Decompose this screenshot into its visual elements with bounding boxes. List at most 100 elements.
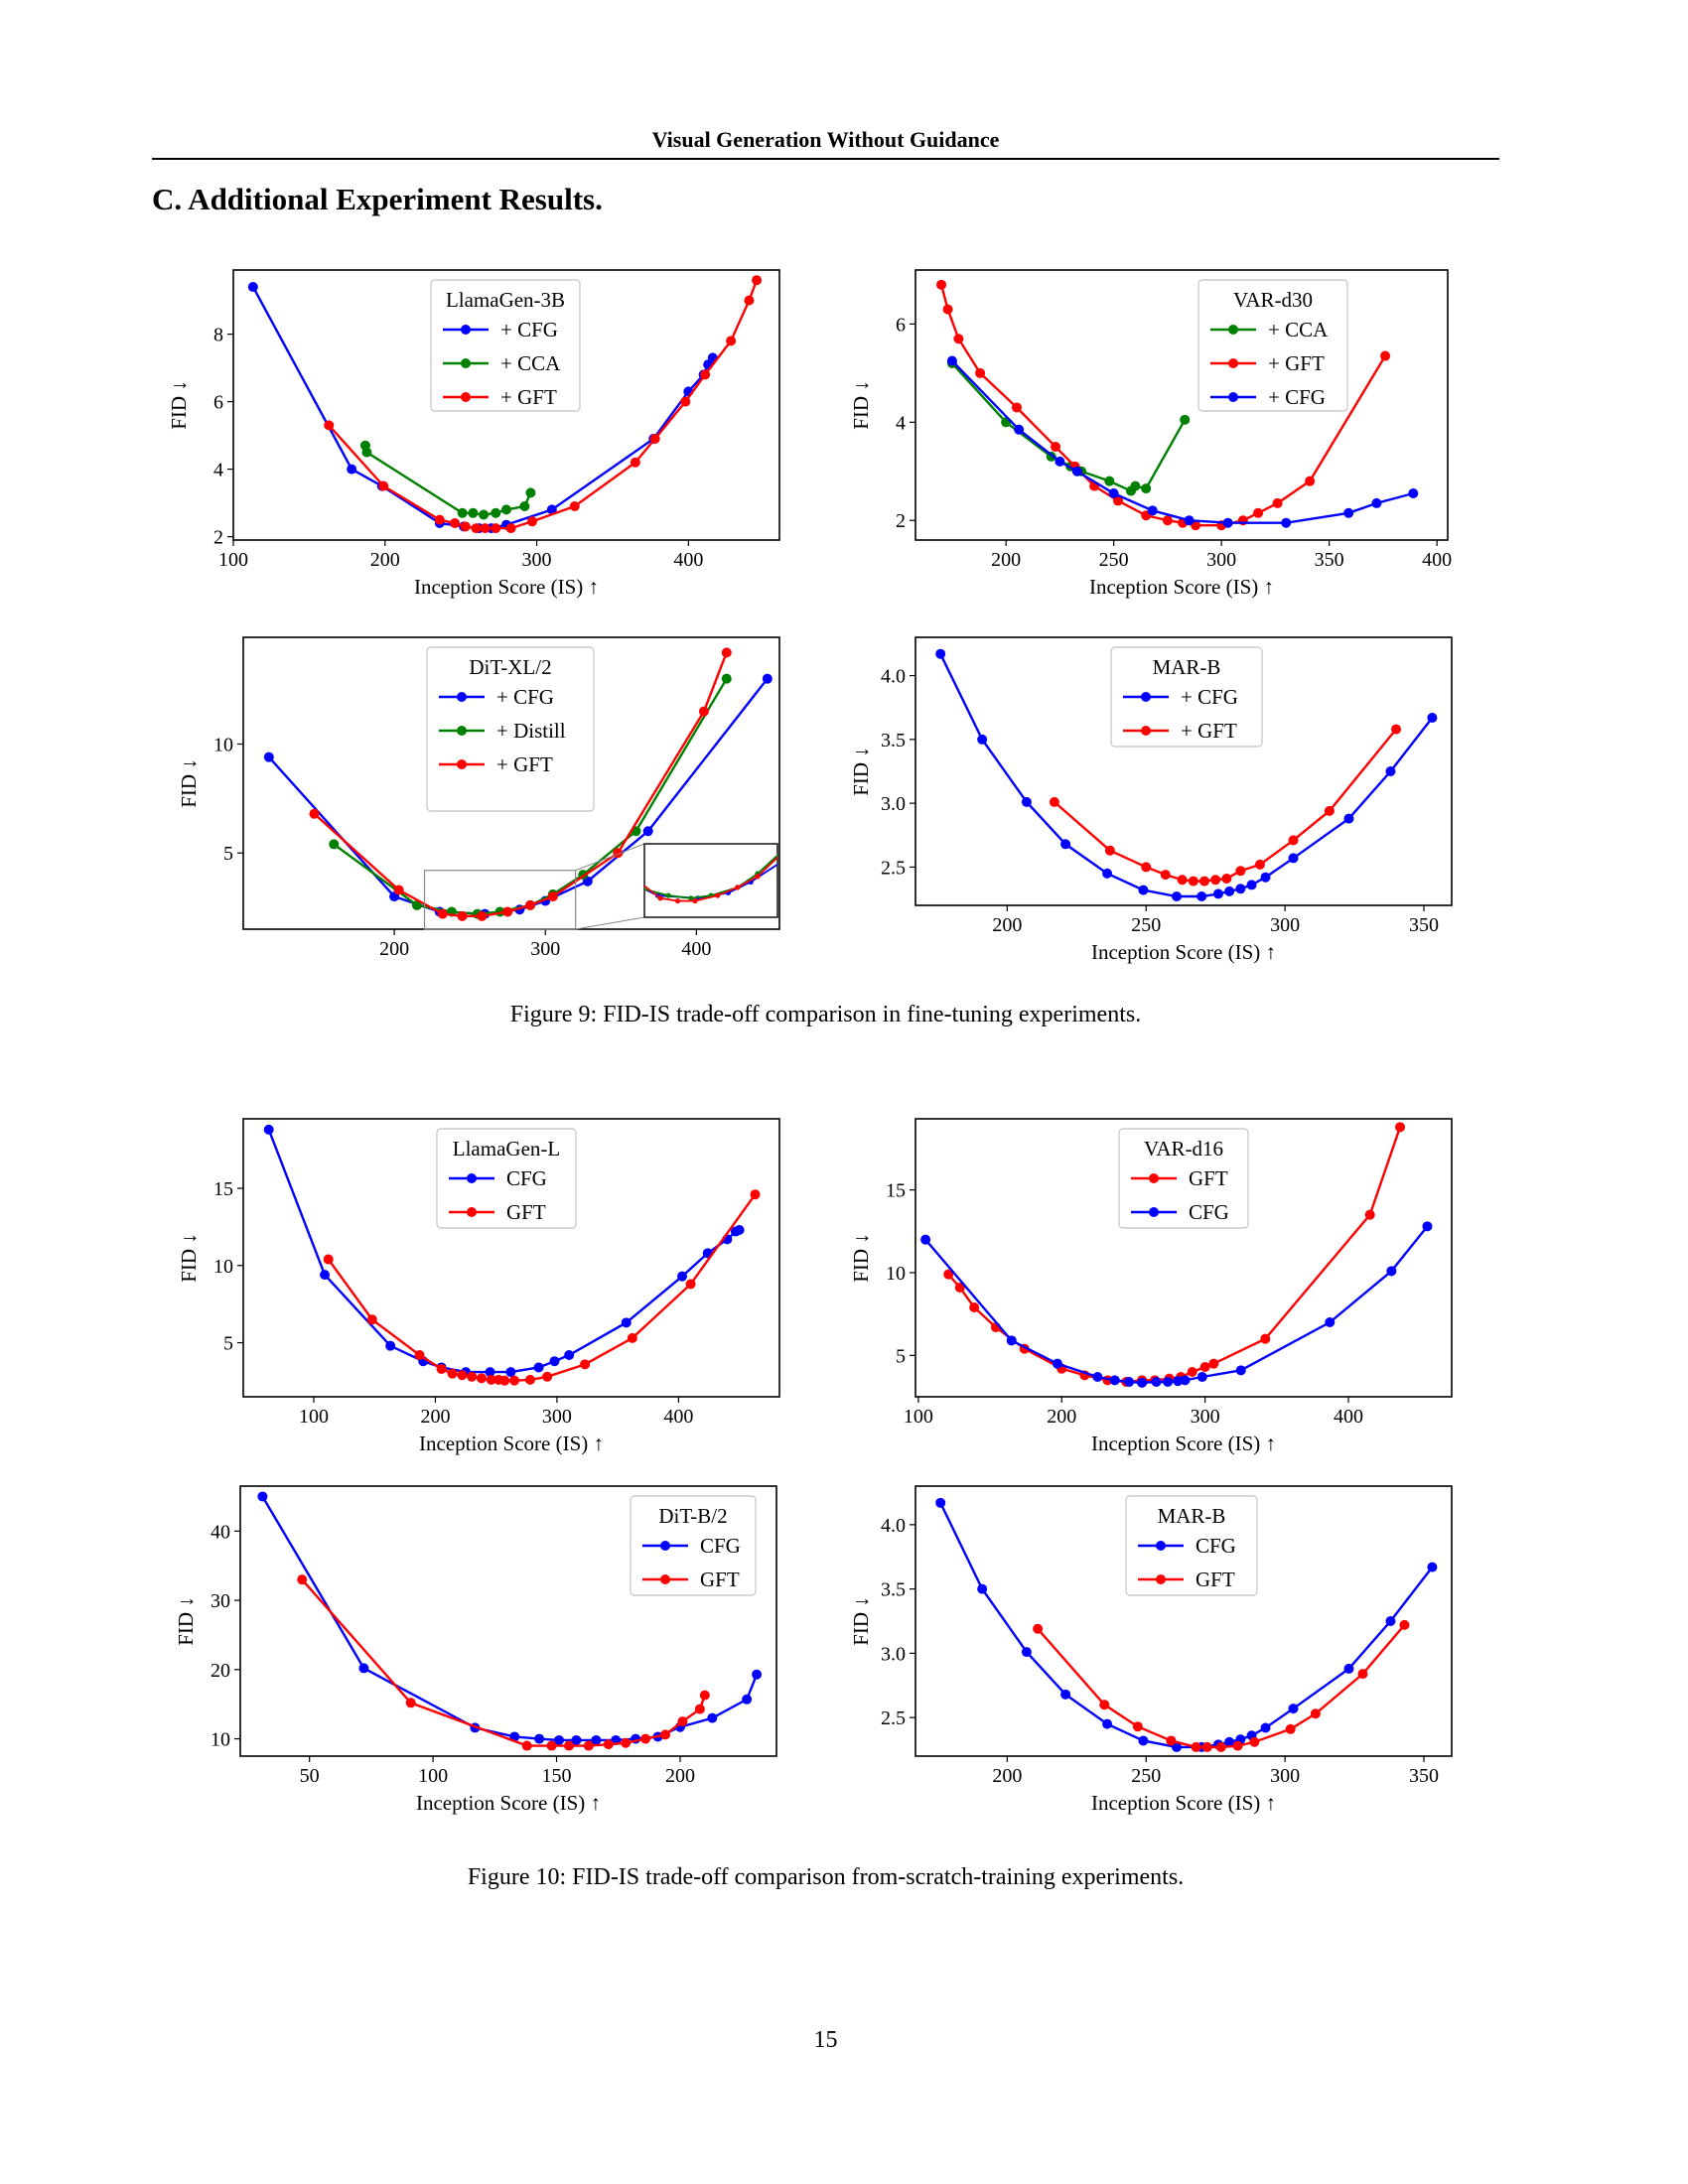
legend-label-gft: GFT xyxy=(506,1200,546,1224)
data-point xyxy=(1221,874,1232,884)
data-point xyxy=(975,367,986,378)
data-point xyxy=(1151,1377,1162,1387)
y-tick-label: 2.5 xyxy=(881,857,906,879)
x-tick-label: 400 xyxy=(673,549,703,571)
data-point xyxy=(1343,507,1354,518)
legend-swatch-marker xyxy=(461,358,471,368)
data-point xyxy=(1408,488,1419,499)
x-tick-label: 200 xyxy=(420,1406,450,1428)
data-point xyxy=(1246,880,1257,890)
data-point xyxy=(1325,1317,1336,1327)
data-point xyxy=(1201,1741,1212,1752)
data-point xyxy=(1235,866,1246,877)
data-point xyxy=(1188,876,1198,887)
data-point xyxy=(1386,1266,1397,1277)
section-title: C. Additional Experiment Results. xyxy=(152,182,603,216)
x-tick-label: 100 xyxy=(418,1765,448,1787)
y-axis-label: FID ↓ xyxy=(177,1233,201,1283)
legend-swatch-marker xyxy=(461,392,471,402)
y-tick-label: 10 xyxy=(213,735,233,756)
series-gft xyxy=(936,279,1391,531)
legend-box xyxy=(630,1495,757,1596)
legend-swatch-marker xyxy=(1149,1173,1159,1183)
data-point xyxy=(935,648,946,659)
data-point xyxy=(1130,480,1141,491)
data-point xyxy=(1222,517,1233,528)
chart-llamagen-3b: 100 200 300 400 2 4 6 8 Inception Score (IS) ↑ FI… xyxy=(167,269,780,599)
y-tick-label: 6 xyxy=(213,392,223,414)
legend-title: LlamaGen-3B xyxy=(446,288,565,312)
y-tick-label: 4.0 xyxy=(881,1515,906,1537)
y-tick-label: 2.5 xyxy=(881,1707,906,1729)
data-point xyxy=(1399,1619,1410,1630)
y-tick-label: 8 xyxy=(213,325,223,346)
data-point xyxy=(1006,1335,1017,1346)
data-point xyxy=(501,504,511,515)
data-point xyxy=(1260,1333,1271,1344)
data-point xyxy=(942,304,953,315)
legend-label-cfg: CFG xyxy=(1196,1534,1236,1558)
data-point xyxy=(750,1189,761,1200)
data-point xyxy=(1184,515,1195,526)
data-point xyxy=(1162,515,1173,526)
data-point xyxy=(621,1317,632,1328)
data-point xyxy=(546,1740,557,1751)
data-point xyxy=(977,1583,988,1594)
x-tick-label: 400 xyxy=(1422,549,1452,571)
y-tick-label: 3.5 xyxy=(881,730,906,751)
data-point xyxy=(563,1740,574,1751)
data-point xyxy=(533,1362,544,1373)
legend-box xyxy=(1197,279,1348,412)
chart-var-d30: 200 250 300 350 400 2 4 6 Inception Score (IS) ↑… xyxy=(849,269,1452,599)
data-point xyxy=(1232,1740,1243,1751)
x-tick-label: 350 xyxy=(1409,914,1439,936)
data-point xyxy=(660,1729,671,1740)
legend-swatch-marker xyxy=(1156,1574,1166,1584)
x-tick-label: 300 xyxy=(522,549,552,571)
series-line-cfg xyxy=(924,1225,1429,1385)
data-point xyxy=(447,1368,458,1379)
data-point xyxy=(677,1716,688,1727)
data-point xyxy=(1138,885,1149,895)
inset-data-point xyxy=(812,819,817,824)
y-axis-label: FID ↓ xyxy=(849,380,873,430)
inset-data-point xyxy=(657,895,663,901)
data-point xyxy=(1180,414,1191,425)
series-cfg xyxy=(935,648,1438,901)
y-tick-label: 10 xyxy=(886,1263,906,1285)
data-point xyxy=(1109,1375,1120,1386)
legend-title: MAR-B xyxy=(1158,1504,1226,1528)
legend-swatch-marker xyxy=(660,1541,670,1551)
data-point xyxy=(479,509,490,520)
data-point xyxy=(297,1574,308,1585)
series-line-cca xyxy=(951,362,1187,493)
y-tick-label: 5 xyxy=(223,843,233,865)
legend-swatch-marker xyxy=(1149,1207,1159,1217)
x-axis-label: Inception Score (IS) ↑ xyxy=(1091,1791,1276,1815)
data-point xyxy=(491,507,501,518)
x-tick-label: 200 xyxy=(370,549,400,571)
figure-9-caption: Figure 9: FID-IS trade-off comparison in… xyxy=(509,1002,1142,1027)
data-point xyxy=(467,1371,478,1382)
data-point xyxy=(1199,1362,1210,1372)
data-point xyxy=(953,334,964,344)
data-point xyxy=(752,1669,763,1680)
inset-data-point xyxy=(781,847,786,852)
data-point xyxy=(583,1740,594,1751)
data-point xyxy=(700,369,711,380)
data-point xyxy=(434,514,445,525)
series-gft xyxy=(297,1574,710,1751)
y-tick-label: 2 xyxy=(896,510,906,532)
y-axis-label: FID ↓ xyxy=(167,380,191,430)
x-tick-label: 250 xyxy=(1131,914,1161,936)
legend-box xyxy=(1110,646,1263,748)
legend: VAR-d16 GFT CFG xyxy=(1118,1128,1249,1229)
legend-label-cfg: + CFG xyxy=(1181,685,1238,709)
chart-dit-b2: 50 100 150 200 10 20 30 40 Inception Score (IS) … xyxy=(174,1485,777,1815)
series-gft xyxy=(323,1189,761,1386)
data-point xyxy=(1071,466,1082,477)
x-axis-label: Inception Score (IS) ↑ xyxy=(1091,1432,1276,1455)
y-tick-label: 2 xyxy=(213,527,223,549)
legend-swatch-marker xyxy=(461,325,471,335)
legend-label-cfg: + CFG xyxy=(500,318,558,341)
